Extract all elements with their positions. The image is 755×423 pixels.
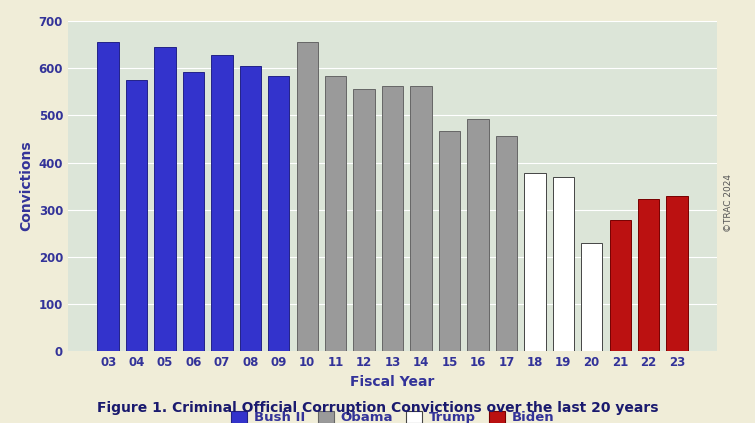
Bar xyxy=(411,86,432,351)
Bar xyxy=(268,76,289,351)
X-axis label: Fiscal Year: Fiscal Year xyxy=(350,374,435,388)
Bar xyxy=(353,89,374,351)
Text: ©TRAC 2024: ©TRAC 2024 xyxy=(724,174,733,232)
Bar xyxy=(97,42,119,351)
Bar xyxy=(126,80,147,351)
Bar xyxy=(638,199,659,351)
Bar xyxy=(609,220,631,351)
Bar xyxy=(239,66,261,351)
Bar xyxy=(667,195,688,351)
Text: Figure 1. Criminal Official Corruption Convictions over the last 20 years: Figure 1. Criminal Official Corruption C… xyxy=(97,401,658,415)
Legend: Bush II, Obama, Trump, Biden: Bush II, Obama, Trump, Biden xyxy=(226,406,559,423)
Bar xyxy=(439,131,460,351)
Bar xyxy=(553,177,574,351)
Y-axis label: Convictions: Convictions xyxy=(19,141,33,231)
Bar xyxy=(581,243,602,351)
Bar xyxy=(183,72,204,351)
Bar xyxy=(154,47,176,351)
Bar xyxy=(211,55,233,351)
Bar xyxy=(467,119,488,351)
Bar xyxy=(382,86,403,351)
Bar xyxy=(325,76,347,351)
Bar xyxy=(524,173,546,351)
Bar xyxy=(297,42,318,351)
Bar xyxy=(496,136,517,351)
